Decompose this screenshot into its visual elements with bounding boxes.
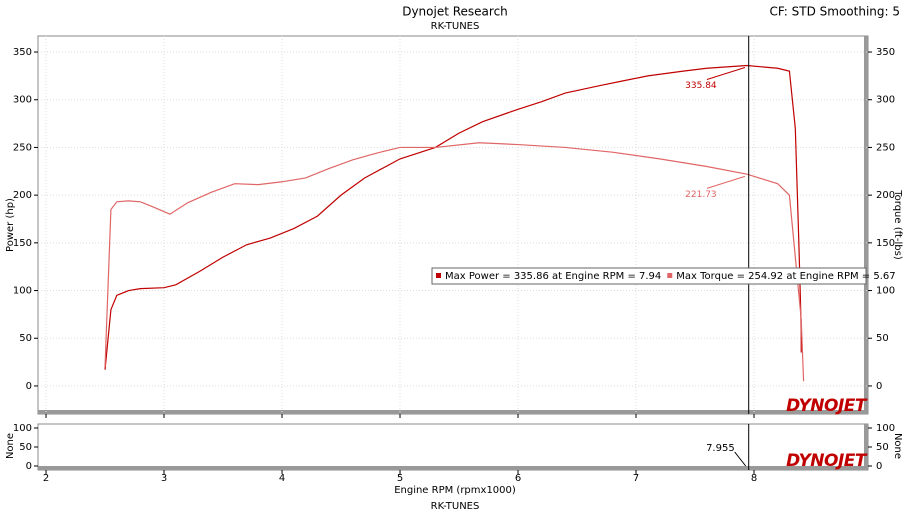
series-line [104, 64, 802, 370]
corner-note: CF: STD Smoothing: 5 [769, 5, 900, 19]
x-tick-label: 7 [633, 473, 639, 484]
lower-y2-label: None [892, 433, 903, 459]
annotation-pointer [706, 67, 746, 81]
axis-bar [38, 466, 868, 470]
y2-tick-label: 100 [876, 286, 895, 297]
legend-box [431, 267, 867, 285]
y-axis-label: Power (hp) [5, 198, 16, 252]
axis-bar [38, 410, 868, 414]
y2-tick-label: 300 [876, 95, 895, 106]
axis-bar [864, 424, 868, 470]
lower-y-tick-label: 100 [13, 423, 32, 434]
y2-axis-label: Torque (ft-lbs) [892, 189, 903, 260]
y-tick-label: 150 [13, 238, 32, 249]
legend-swatch [667, 273, 673, 278]
lower-plot-area [37, 423, 869, 471]
cursor-label: 7.955 [706, 443, 735, 454]
y-tick-label: 100 [13, 286, 32, 297]
chart-subtitle: RK-TUNES [431, 21, 480, 32]
logo: DYNOJET [786, 396, 868, 416]
y2-tick-label: 250 [876, 142, 895, 153]
y2-tick-label: 0 [876, 381, 882, 392]
annotation-label: 335.84 [685, 81, 717, 91]
lower-y2-tick-label: 100 [876, 423, 895, 434]
legend-label: Max Torque = 254.92 at Engine RPM = 5.67 [676, 271, 895, 282]
lower-y-tick-label: 50 [19, 442, 32, 453]
x-axis-label: Engine RPM (rpmx1000) [394, 485, 516, 496]
axis-bar [864, 36, 868, 414]
chart-title: Dynojet Research [402, 5, 508, 19]
y-tick-label: 50 [19, 333, 32, 344]
y-tick-label: 250 [13, 142, 32, 153]
y-tick-label: 350 [13, 47, 32, 58]
y-tick-label: 200 [13, 190, 32, 201]
x-tick-label: 4 [279, 473, 285, 484]
x-tick-label: 3 [161, 473, 167, 484]
y2-tick-label: 50 [876, 333, 889, 344]
lower-y-label: None [5, 433, 16, 459]
y2-tick-label: 350 [876, 47, 895, 58]
x-tick-label: 8 [751, 473, 757, 484]
lower-y-tick-label: 0 [26, 461, 32, 472]
plot-area [37, 35, 869, 415]
y2-tick-label: 150 [876, 238, 895, 249]
annotation-label: 221.73 [685, 190, 717, 200]
logo: DYNOJET [786, 451, 868, 471]
lower-y2-tick-label: 50 [876, 442, 889, 453]
y2-tick-label: 200 [876, 190, 895, 201]
x-tick-label: 2 [43, 473, 49, 484]
footer: RK-TUNES [431, 501, 480, 512]
legend-swatch [436, 273, 441, 278]
annotation-pointer [706, 175, 746, 189]
x-tick-label: 5 [397, 473, 403, 484]
lower-y2-tick-label: 0 [876, 461, 882, 472]
x-tick-label: 6 [515, 473, 521, 484]
y-tick-label: 300 [13, 95, 32, 106]
series-line [104, 142, 805, 382]
legend: Max Power = 335.86 at Engine RPM = 7.94 M… [431, 267, 896, 285]
cursor-pointer [734, 451, 747, 467]
legend-label: Max Power = 335.86 at Engine RPM = 7.94 [445, 271, 661, 282]
y-tick-label: 0 [26, 381, 32, 392]
